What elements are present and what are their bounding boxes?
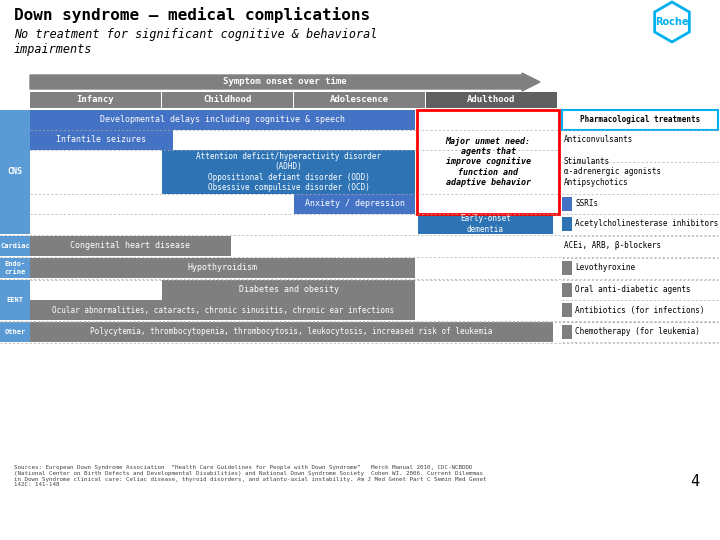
Text: Cardiac: Cardiac (0, 243, 30, 249)
FancyBboxPatch shape (0, 110, 30, 234)
Text: EENT: EENT (6, 297, 24, 303)
Text: Infantile seizures: Infantile seizures (56, 136, 146, 145)
FancyBboxPatch shape (30, 258, 415, 278)
Text: Adolescence: Adolescence (330, 96, 389, 105)
Text: Hypothyroidism: Hypothyroidism (188, 264, 258, 273)
Text: Symptom onset over time: Symptom onset over time (223, 78, 347, 86)
Text: Anxiety / depression: Anxiety / depression (305, 199, 405, 208)
FancyBboxPatch shape (562, 303, 572, 317)
FancyBboxPatch shape (562, 283, 572, 297)
Text: SSRIs: SSRIs (575, 199, 598, 208)
FancyBboxPatch shape (30, 110, 415, 130)
Text: Pharmacological treatments: Pharmacological treatments (580, 116, 700, 125)
Text: Adulthood: Adulthood (467, 96, 516, 105)
Text: Acetylcholinesterase inhibitors: Acetylcholinesterase inhibitors (575, 219, 719, 228)
Text: No treatment for significant cognitive & behavioral
impairments: No treatment for significant cognitive &… (14, 28, 377, 56)
FancyBboxPatch shape (30, 300, 415, 320)
Text: Oral anti-diabetic agents: Oral anti-diabetic agents (575, 286, 690, 294)
FancyBboxPatch shape (162, 150, 415, 194)
FancyBboxPatch shape (30, 130, 173, 150)
FancyBboxPatch shape (30, 236, 230, 256)
Text: Down syndrome – medical complications: Down syndrome – medical complications (14, 7, 370, 23)
Text: Attention deficit/hyperactivity disorder
(ADHD)
Oppositional defiant disorder (O: Attention deficit/hyperactivity disorder… (197, 152, 381, 192)
FancyBboxPatch shape (562, 325, 572, 339)
FancyBboxPatch shape (294, 92, 425, 108)
FancyBboxPatch shape (30, 322, 553, 342)
Text: Roche: Roche (655, 17, 689, 27)
FancyBboxPatch shape (562, 261, 572, 275)
Text: Chemotherapy (for leukemia): Chemotherapy (for leukemia) (575, 327, 700, 336)
Text: Endo-
crine: Endo- crine (4, 261, 26, 274)
FancyBboxPatch shape (0, 322, 30, 342)
FancyBboxPatch shape (0, 280, 30, 320)
Text: Sources: European Down Syndrome Association  “Health Care Guidelines for People : Sources: European Down Syndrome Associat… (14, 465, 487, 488)
FancyBboxPatch shape (418, 214, 553, 234)
Text: ACEi, ARB, β-blockers: ACEi, ARB, β-blockers (564, 241, 661, 251)
Text: Anticonvulsants: Anticonvulsants (564, 136, 634, 145)
Text: Ocular abnormalities, cataracts, chronic sinusitis, chronic ear infections: Ocular abnormalities, cataracts, chronic… (52, 306, 394, 314)
Text: Stimulants
α-adrenergic agonists
Antipsychotics: Stimulants α-adrenergic agonists Antipsy… (564, 157, 661, 187)
FancyBboxPatch shape (0, 258, 30, 278)
Polygon shape (654, 2, 689, 42)
FancyBboxPatch shape (562, 197, 572, 211)
FancyBboxPatch shape (294, 194, 415, 214)
FancyBboxPatch shape (426, 92, 557, 108)
FancyBboxPatch shape (30, 92, 161, 108)
Text: Diabetes and obesity: Diabetes and obesity (239, 286, 338, 294)
Text: Other: Other (4, 329, 26, 335)
FancyBboxPatch shape (562, 110, 718, 130)
Text: Infancy: Infancy (77, 96, 114, 105)
Text: 4: 4 (690, 475, 700, 489)
Text: Early-onset
dementia: Early-onset dementia (460, 214, 510, 234)
FancyBboxPatch shape (562, 217, 572, 231)
Text: Major unmet need:
agents that
improve cognitive
function and
adaptive behavior: Major unmet need: agents that improve co… (446, 137, 531, 187)
Text: Antibiotics (for infections): Antibiotics (for infections) (575, 306, 704, 314)
FancyBboxPatch shape (162, 280, 415, 300)
Text: Childhood: Childhood (203, 96, 252, 105)
Text: CNS: CNS (7, 167, 22, 177)
Text: Levothyroxine: Levothyroxine (575, 264, 635, 273)
Text: Developmental delays including cognitive & speech: Developmental delays including cognitive… (100, 116, 345, 125)
Text: Congenital heart disease: Congenital heart disease (71, 241, 190, 251)
FancyBboxPatch shape (0, 236, 30, 256)
Text: Polycytemia, thrombocytopenia, thrombocytosis, leukocytosis, increased risk of l: Polycytemia, thrombocytopenia, thrombocy… (90, 327, 492, 336)
FancyArrow shape (30, 73, 540, 91)
FancyBboxPatch shape (162, 92, 293, 108)
FancyBboxPatch shape (418, 110, 559, 214)
